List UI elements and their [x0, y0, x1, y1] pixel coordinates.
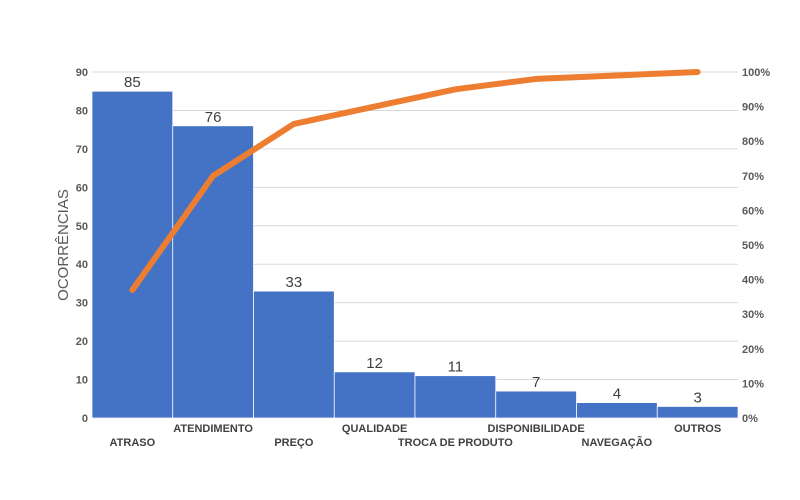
- left-tick-label: 80: [76, 105, 88, 117]
- bar-data-label: 33: [286, 274, 303, 291]
- left-tick-label: 10: [76, 375, 88, 387]
- right-tick-label: 60%: [742, 205, 764, 217]
- left-tick-label: 20: [76, 336, 88, 348]
- right-tick-label: 40%: [742, 275, 764, 287]
- category-axis-labels: ATRASO ATENDIMENTO PREÇO QUALIDADE TROCA DE …: [110, 423, 722, 449]
- bar: [576, 402, 658, 419]
- left-tick-label: 60: [76, 182, 88, 194]
- right-tick-label: 20%: [742, 344, 764, 356]
- bar-data-labels: 85 76 33 12 11 7 4 3: [124, 74, 702, 406]
- bar: [253, 290, 335, 419]
- right-tick-label: 70%: [742, 171, 764, 183]
- right-tick-label: 10%: [742, 378, 764, 390]
- bar: [333, 371, 416, 419]
- bar-data-label: 4: [613, 386, 621, 403]
- cumulative-line: [129, 69, 701, 293]
- left-tick-label: 70: [76, 144, 88, 156]
- right-axis-ticks: 0% 10% 20% 30% 40% 50% 60% 70% 80% 90% 100%: [742, 67, 770, 425]
- left-tick-label: 0: [82, 413, 88, 425]
- bar: [414, 375, 497, 419]
- right-tick-label: 100%: [742, 67, 770, 79]
- bar-data-label: 12: [366, 355, 383, 372]
- category-label: OUTROS: [674, 423, 721, 435]
- y-axis-title: OCORRÊNCIAS: [55, 189, 72, 301]
- bar-data-label: 76: [205, 109, 222, 126]
- left-tick-label: 50: [76, 221, 88, 233]
- category-label: ATRASO: [110, 437, 156, 449]
- right-tick-label: 90%: [742, 102, 764, 114]
- left-tick-label: 90: [76, 67, 88, 79]
- category-label: PREÇO: [274, 437, 314, 449]
- right-tick-label: 30%: [742, 309, 764, 321]
- bar: [495, 390, 577, 419]
- cumulative-line-series: [129, 69, 701, 293]
- category-label: TROCA DE PRODUTO: [398, 437, 513, 449]
- right-tick-label: 0%: [742, 413, 758, 425]
- bar-series: [91, 90, 739, 419]
- right-tick-label: 50%: [742, 240, 764, 252]
- left-tick-label: 30: [76, 298, 88, 310]
- bar-data-label: 7: [532, 374, 540, 391]
- bar: [172, 125, 254, 419]
- bar-data-label: 3: [693, 389, 701, 406]
- category-label: QUALIDADE: [342, 423, 407, 435]
- category-label: ATENDIMENTO: [173, 423, 253, 435]
- bar: [656, 406, 739, 419]
- category-label: NAVEGAÇÃO: [582, 436, 653, 449]
- bar-data-label: 85: [124, 74, 141, 91]
- category-label: DISPONIBILIDADE: [488, 423, 585, 435]
- right-tick-label: 80%: [742, 136, 764, 148]
- left-axis-ticks: 0 10 20 30 40 50 60 70 80 90: [76, 67, 88, 425]
- bar-data-label: 11: [448, 359, 464, 376]
- left-tick-label: 40: [76, 259, 88, 271]
